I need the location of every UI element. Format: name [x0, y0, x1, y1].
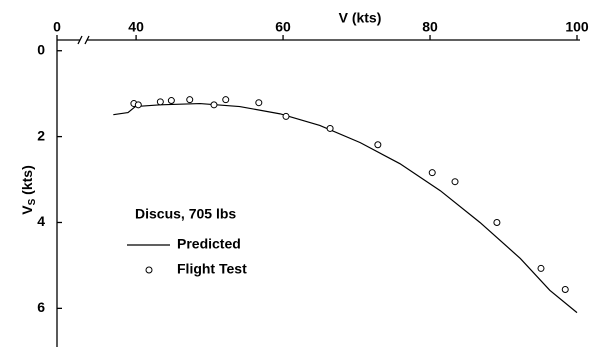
- y-label-unit: (kts): [19, 165, 35, 198]
- annotation: Discus, 705 lbs: [135, 206, 236, 222]
- x-tick-label: 100: [565, 19, 589, 35]
- y-label-main: V: [19, 205, 35, 215]
- flight-test-point: [326, 124, 334, 132]
- legend-label: Predicted: [177, 236, 241, 252]
- flight-test-point: [222, 96, 230, 104]
- x-tick-label: 0: [53, 19, 61, 35]
- flight-test-point: [282, 112, 290, 120]
- x-tick-label: 60: [275, 19, 291, 35]
- flight-test-point: [561, 285, 569, 293]
- axis-break-gap: [80, 36, 87, 44]
- flight-test-point: [428, 169, 436, 177]
- flight-test-point: [167, 97, 175, 105]
- x-tick-label: 80: [422, 19, 438, 35]
- y-tick-label: 0: [37, 41, 45, 57]
- flight-test-point: [210, 101, 218, 109]
- predicted-line: [113, 102, 578, 314]
- y-label-sub: S: [27, 198, 38, 205]
- flight-test-point: [537, 264, 545, 272]
- y-tick-label: 6: [37, 299, 45, 315]
- flight-test-point: [186, 96, 194, 104]
- axis-break: [77, 35, 90, 45]
- flight-test-point: [156, 98, 164, 106]
- legend-marker: [145, 266, 153, 274]
- y-tick-label: 2: [37, 127, 45, 143]
- y-tick-label: 4: [37, 213, 45, 229]
- x-axis-label: V (kts): [339, 10, 382, 26]
- flight-test-point: [493, 218, 501, 226]
- flight-test-point: [374, 141, 382, 149]
- flight-test-point: [134, 101, 142, 109]
- flight-test-point: [451, 178, 459, 186]
- legend-label: Flight Test: [177, 261, 247, 277]
- flight-test-point: [255, 99, 263, 107]
- x-tick-label: 40: [128, 19, 144, 35]
- y-axis-label: VS (kts): [19, 165, 38, 214]
